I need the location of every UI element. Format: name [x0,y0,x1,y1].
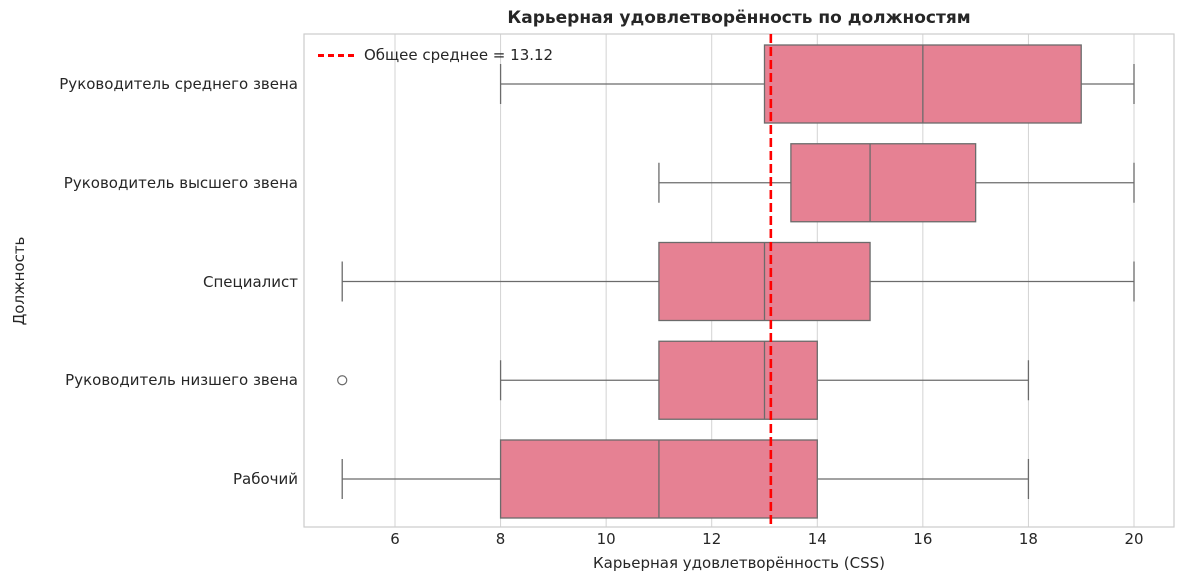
box [790,143,977,223]
y-axis-label: Должность [10,236,28,326]
chart-title: Карьерная удовлетворённость по должностя… [507,8,971,28]
legend-label: Общее среднее = 13.12 [364,46,554,64]
x-axis-label: Карьерная удовлетворённость (CSS) [593,554,885,572]
legend: Общее среднее = 13.12 [318,46,553,64]
x-tick-label: 12 [702,530,722,548]
box [658,340,818,420]
x-tick-label: 14 [807,530,827,548]
y-tick-label: Руководитель низшего звена [65,371,298,390]
x-tick-label: 18 [1018,530,1038,548]
outlier-point [337,375,348,386]
x-tick-label: 20 [1124,530,1144,548]
axes-frame [303,33,1175,528]
x-tick-label: 16 [913,530,933,548]
y-tick-label: Руководитель среднего звена [59,75,298,93]
x-tick-label: 8 [495,530,506,548]
y-tick-label: Специалист [203,272,298,291]
x-tick-label: 6 [390,530,400,548]
y-tick-label: Руководитель высшего звена [63,173,298,192]
x-tick-label: 10 [596,530,616,548]
y-tick-label: Рабочий [232,470,298,488]
legend-dashed-line-icon [318,53,354,57]
